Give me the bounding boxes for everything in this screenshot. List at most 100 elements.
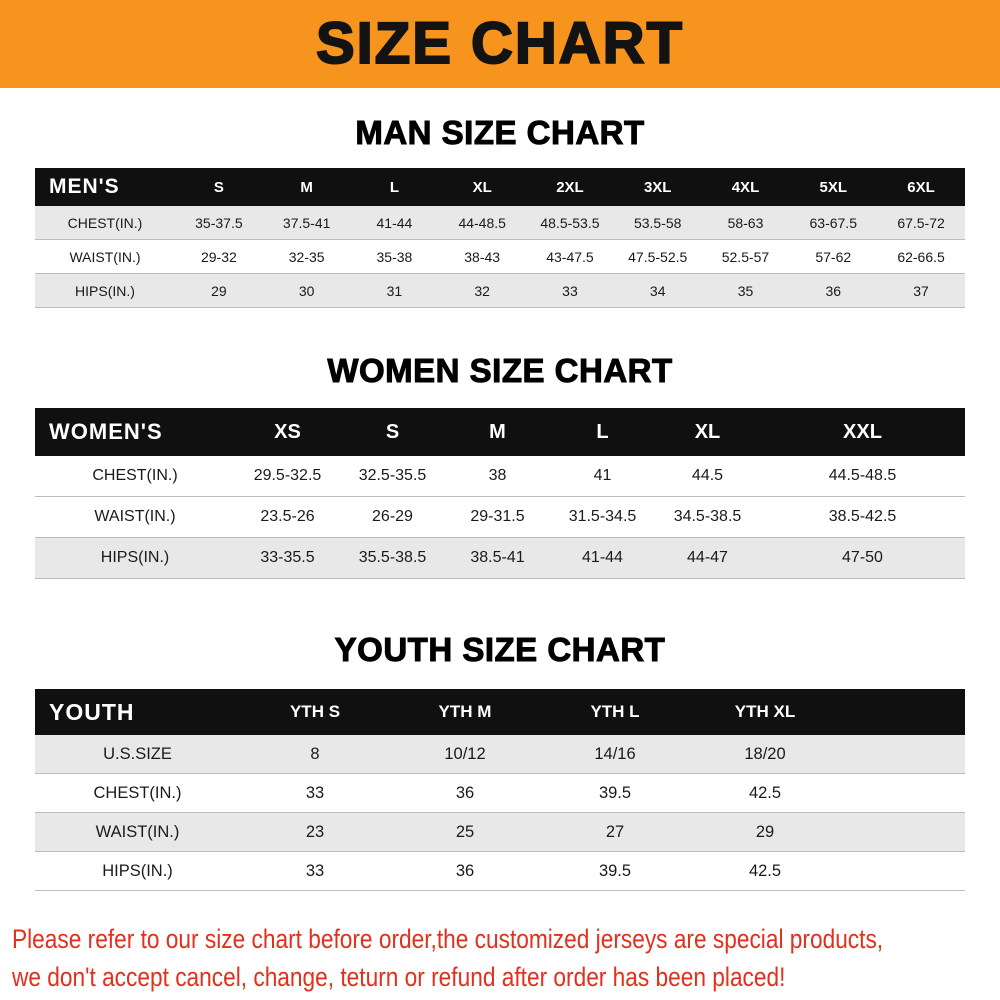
size-value-cell: 33 [526, 273, 614, 308]
row-label: CHEST(IN.) [35, 206, 175, 240]
youth-ussize-row: U.S.SIZE 8 10/12 14/16 18/20 [35, 735, 965, 774]
size-value-cell: 52.5-57 [701, 239, 790, 274]
size-value-cell: 30 [262, 273, 351, 308]
size-value-cell: 31.5-34.5 [550, 496, 655, 538]
men-header-row: MEN'S S M L XL 2XL 3XL 4XL 5XL 6XL [35, 168, 965, 206]
men-size-table: MEN'S S M L XL 2XL 3XL 4XL 5XL 6XL CHEST… [35, 168, 965, 308]
youth-section-title: YOUTH SIZE CHART [334, 631, 666, 669]
size-value-cell: 34 [613, 273, 702, 308]
size-value-cell: 38 [445, 456, 550, 497]
women-table-label: WOMEN'S [35, 408, 235, 456]
size-value-cell: 32 [438, 273, 527, 308]
size-value-cell: 29-31.5 [445, 496, 550, 538]
size-value-cell: 32-35 [262, 239, 351, 274]
size-value-cell: 37.5-41 [262, 206, 351, 240]
size-header-cell: 3XL [613, 168, 702, 206]
size-value-cell: 37 [877, 273, 965, 308]
size-value-cell: 23.5-26 [235, 496, 340, 538]
youth-waist-row: WAIST(IN.) 23 25 27 29 [35, 812, 965, 852]
women-header-row: WOMEN'S XS S M L XL XXL [35, 408, 965, 456]
size-header-cell: YTH XL [690, 689, 840, 735]
size-value-cell: 44.5-48.5 [760, 456, 965, 497]
size-header-cell: YTH S [240, 689, 390, 735]
row-label: WAIST(IN.) [35, 812, 240, 852]
men-section-title: MAN SIZE CHART [355, 114, 645, 152]
size-value-cell: 47-50 [760, 537, 965, 579]
size-value-cell: 41-44 [550, 537, 655, 579]
filler-cell [840, 735, 965, 774]
size-value-cell: 44-48.5 [438, 206, 527, 240]
filler-cell [840, 773, 965, 813]
size-header-cell: YTH L [540, 689, 690, 735]
disclaimer-line-2: we don't accept cancel, change, teturn o… [12, 961, 786, 992]
size-value-cell: 29 [175, 273, 263, 308]
size-value-cell: 34.5-38.5 [655, 496, 760, 538]
size-header-cell: 5XL [789, 168, 878, 206]
men-table-label: MEN'S [35, 168, 175, 206]
size-header-cell: 2XL [526, 168, 614, 206]
row-label: HIPS(IN.) [35, 273, 175, 308]
size-value-cell: 43-47.5 [526, 239, 614, 274]
size-value-cell: 53.5-58 [613, 206, 702, 240]
size-value-cell: 18/20 [690, 735, 840, 774]
disclaimer-line-1: Please refer to our size chart before or… [12, 924, 884, 954]
row-label: U.S.SIZE [35, 735, 240, 774]
size-value-cell: 23 [240, 812, 390, 852]
row-label: CHEST(IN.) [35, 773, 240, 813]
size-value-cell: 62-66.5 [877, 239, 965, 274]
size-value-cell: 29-32 [175, 239, 263, 274]
size-value-cell: 14/16 [540, 735, 690, 774]
size-value-cell: 41-44 [350, 206, 439, 240]
size-value-cell: 36 [390, 851, 540, 891]
size-header-cell: XS [235, 408, 340, 456]
size-header-cell: S [175, 168, 263, 206]
size-value-cell: 35.5-38.5 [340, 537, 445, 579]
size-value-cell: 38.5-42.5 [760, 496, 965, 538]
size-value-cell: 35-38 [350, 239, 439, 274]
size-value-cell: 33 [240, 851, 390, 891]
row-label: WAIST(IN.) [35, 496, 235, 538]
row-label: WAIST(IN.) [35, 239, 175, 274]
youth-table-label: YOUTH [35, 689, 240, 735]
size-value-cell: 48.5-53.5 [526, 206, 614, 240]
size-value-cell: 10/12 [390, 735, 540, 774]
size-value-cell: 58-63 [701, 206, 790, 240]
size-value-cell: 38.5-41 [445, 537, 550, 579]
men-hips-row: HIPS(IN.) 29 30 31 32 33 34 35 36 37 [35, 273, 965, 308]
size-value-cell: 26-29 [340, 496, 445, 538]
size-value-cell: 8 [240, 735, 390, 774]
size-value-cell: 38-43 [438, 239, 527, 274]
size-value-cell: 29 [690, 812, 840, 852]
size-value-cell: 57-62 [789, 239, 878, 274]
size-value-cell: 44-47 [655, 537, 760, 579]
size-header-cell: M [445, 408, 550, 456]
row-label: CHEST(IN.) [35, 456, 235, 497]
size-value-cell: 63-67.5 [789, 206, 878, 240]
size-value-cell: 42.5 [690, 773, 840, 813]
size-header-cell: L [550, 408, 655, 456]
size-header-cell: XL [655, 408, 760, 456]
size-value-cell: 31 [350, 273, 439, 308]
women-size-table: WOMEN'S XS S M L XL XXL CHEST(IN.) 29.5-… [35, 408, 965, 579]
size-value-cell: 33-35.5 [235, 537, 340, 579]
women-hips-row: HIPS(IN.) 33-35.5 35.5-38.5 38.5-41 41-4… [35, 537, 965, 579]
size-value-cell: 25 [390, 812, 540, 852]
disclaimer: Please refer to our size chart before or… [12, 921, 1000, 997]
banner: SIZE CHART [0, 0, 1000, 88]
size-value-cell: 42.5 [690, 851, 840, 891]
filler-cell [840, 812, 965, 852]
row-label: HIPS(IN.) [35, 537, 235, 579]
size-value-cell: 47.5-52.5 [613, 239, 702, 274]
filler-cell [840, 689, 965, 735]
size-value-cell: 39.5 [540, 851, 690, 891]
men-chest-row: CHEST(IN.) 35-37.5 37.5-41 41-44 44-48.5… [35, 206, 965, 240]
page-title: SIZE CHART [315, 11, 684, 76]
size-value-cell: 67.5-72 [877, 206, 965, 240]
size-header-cell: L [350, 168, 439, 206]
size-value-cell: 35 [701, 273, 790, 308]
youth-header-row: YOUTH YTH S YTH M YTH L YTH XL [35, 689, 965, 735]
filler-cell [840, 851, 965, 891]
size-header-cell: M [262, 168, 351, 206]
size-header-cell: XL [438, 168, 527, 206]
